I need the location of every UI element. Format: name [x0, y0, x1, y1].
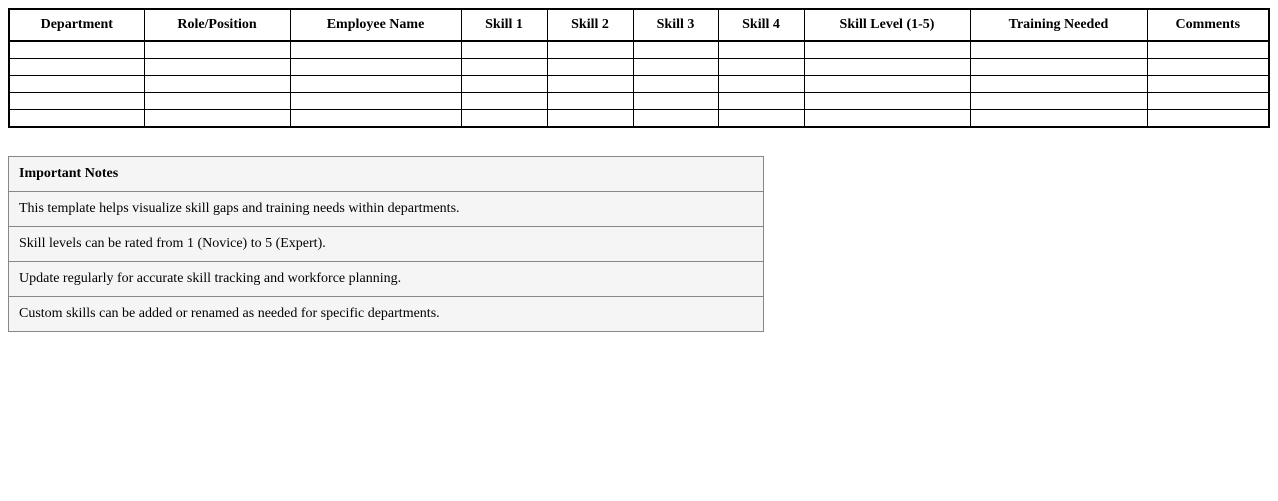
empty-cell — [632, 109, 719, 128]
column-header-skill-4: Skill 4 — [717, 8, 805, 42]
empty-cell — [289, 92, 462, 110]
empty-cell — [803, 40, 971, 59]
empty-cell — [289, 40, 462, 59]
empty-cell — [632, 58, 719, 76]
empty-cell — [632, 75, 719, 93]
notes-item-3: Update regularly for accurate skill trac… — [8, 261, 764, 297]
empty-cell — [803, 92, 971, 110]
empty-cell — [546, 92, 634, 110]
empty-cell — [1146, 40, 1270, 59]
empty-cell — [143, 58, 291, 76]
empty-cell — [289, 75, 462, 93]
notes-item-row: Update regularly for accurate skill trac… — [8, 261, 764, 297]
empty-cell — [1146, 75, 1270, 93]
empty-cell — [143, 92, 291, 110]
empty-cell — [717, 109, 805, 128]
empty-cell — [717, 75, 805, 93]
empty-cell — [460, 40, 548, 59]
empty-cell — [1146, 92, 1270, 110]
notes-item-row: Skill levels can be rated from 1 (Novice… — [8, 226, 764, 262]
column-header-skill-3: Skill 3 — [632, 8, 719, 42]
column-header-training-needed: Training Needed — [969, 8, 1148, 42]
table-row — [8, 40, 1270, 59]
empty-cell — [8, 58, 145, 76]
empty-cell — [969, 40, 1148, 59]
notes-item-4: Custom skills can be added or renamed as… — [8, 296, 764, 332]
table-row — [8, 58, 1270, 76]
column-header-skill-level: Skill Level (1-5) — [803, 8, 971, 42]
column-header-comments: Comments — [1146, 8, 1270, 42]
empty-cell — [8, 109, 145, 128]
empty-cell — [460, 58, 548, 76]
empty-cell — [546, 58, 634, 76]
empty-cell — [143, 75, 291, 93]
empty-cell — [969, 75, 1148, 93]
notes-item-2: Skill levels can be rated from 1 (Novice… — [8, 226, 764, 262]
table-row — [8, 75, 1270, 93]
column-header-department: Department — [8, 8, 145, 42]
empty-cell — [546, 40, 634, 59]
empty-cell — [143, 109, 291, 128]
empty-cell — [143, 40, 291, 59]
column-header-employee-name: Employee Name — [289, 8, 462, 42]
notes-item-1: This template helps visualize skill gaps… — [8, 191, 764, 227]
empty-cell — [632, 40, 719, 59]
empty-cell — [803, 58, 971, 76]
empty-cell — [717, 40, 805, 59]
column-header-skill-1: Skill 1 — [460, 8, 548, 42]
empty-cell — [546, 109, 634, 128]
empty-cell — [8, 92, 145, 110]
empty-cell — [1146, 58, 1270, 76]
empty-cell — [460, 109, 548, 128]
empty-cell — [969, 58, 1148, 76]
notes-item-row: Custom skills can be added or renamed as… — [8, 296, 764, 332]
empty-cell — [717, 92, 805, 110]
empty-cell — [289, 58, 462, 76]
empty-cell — [8, 75, 145, 93]
empty-cell — [289, 109, 462, 128]
table-row — [8, 92, 1270, 110]
empty-cell — [632, 92, 719, 110]
empty-cell — [460, 92, 548, 110]
empty-cell — [546, 75, 634, 93]
empty-cell — [460, 75, 548, 93]
empty-cell — [717, 58, 805, 76]
empty-cell — [803, 109, 971, 128]
empty-cell — [969, 109, 1148, 128]
skill-matrix-body — [8, 40, 1270, 128]
important-notes-table: Important Notes This template helps visu… — [8, 156, 764, 332]
column-header-skill-2: Skill 2 — [546, 8, 634, 42]
empty-cell — [969, 92, 1148, 110]
empty-cell — [8, 40, 145, 59]
empty-cell — [803, 75, 971, 93]
empty-cell — [1146, 109, 1270, 128]
notes-title-row: Important Notes — [8, 156, 764, 192]
skill-matrix-table: Department Role/Position Employee Name S… — [8, 8, 1270, 128]
notes-title: Important Notes — [8, 156, 764, 192]
table-row — [8, 109, 1270, 128]
notes-item-row: This template helps visualize skill gaps… — [8, 191, 764, 227]
column-header-role-position: Role/Position — [143, 8, 291, 42]
skill-matrix-header-row: Department Role/Position Employee Name S… — [8, 8, 1270, 42]
